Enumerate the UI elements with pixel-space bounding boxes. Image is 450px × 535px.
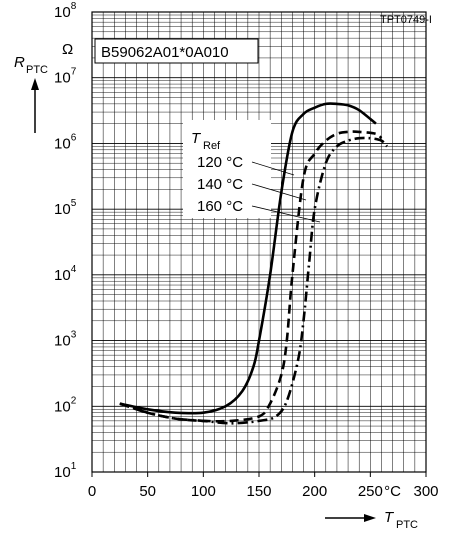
series-group [119, 102, 388, 425]
x-ticks: 0 50 100 150 200 250 300 °C [88, 472, 439, 500]
legend-header-subscript: Ref [203, 140, 221, 152]
y-axis-arrowhead [31, 78, 39, 90]
legend-box [183, 120, 271, 218]
x-axis-subscript: PTC [396, 519, 418, 531]
y-tick-label: 104 [54, 264, 77, 284]
x-tick-label: 100 [191, 483, 216, 500]
legend-leader-120 [251, 161, 295, 176]
series-line-3 [119, 136, 388, 425]
x-tick-label: 300 [413, 483, 438, 500]
legend-leader-140 [251, 183, 307, 201]
legend-entry-140: 140 °C [197, 176, 243, 193]
y-axis-unit: Ω [62, 41, 73, 58]
y-tick-label: 101 [54, 461, 77, 481]
corner-tag: TPT0749-I [380, 14, 432, 26]
grid [92, 12, 426, 473]
part-number: B59062A01*0A010 [101, 44, 229, 61]
series-line-1 [119, 102, 377, 415]
y-tick-label: 106 [54, 132, 77, 152]
y-axis-subscript: PTC [26, 64, 48, 76]
y-axis-symbol: R [14, 54, 25, 71]
legend-header-symbol: T [191, 130, 202, 147]
x-tick-label: 250 [358, 483, 383, 500]
y-tick-label: 102 [54, 395, 77, 415]
x-axis-symbol: T [384, 509, 395, 526]
x-tick-label: 0 [88, 483, 96, 500]
x-axis-unit: °C [384, 483, 401, 500]
legend-leader-160 [251, 205, 321, 223]
x-tick-label: 50 [139, 483, 156, 500]
y-tick-label: 108 [54, 1, 77, 21]
x-axis-arrowhead [364, 514, 376, 522]
y-tick-label: 105 [54, 198, 77, 218]
y-tick-label: 107 [54, 67, 77, 87]
part-number-box [94, 38, 259, 64]
y-ticks: 101 102 103 104 105 106 107 108 [54, 1, 77, 481]
x-tick-label: 150 [246, 483, 271, 500]
legend-entry-120: 120 °C [197, 154, 243, 171]
x-tick-label: 200 [302, 483, 327, 500]
y-tick-label: 103 [54, 330, 77, 350]
legend-entry-160: 160 °C [197, 198, 243, 215]
